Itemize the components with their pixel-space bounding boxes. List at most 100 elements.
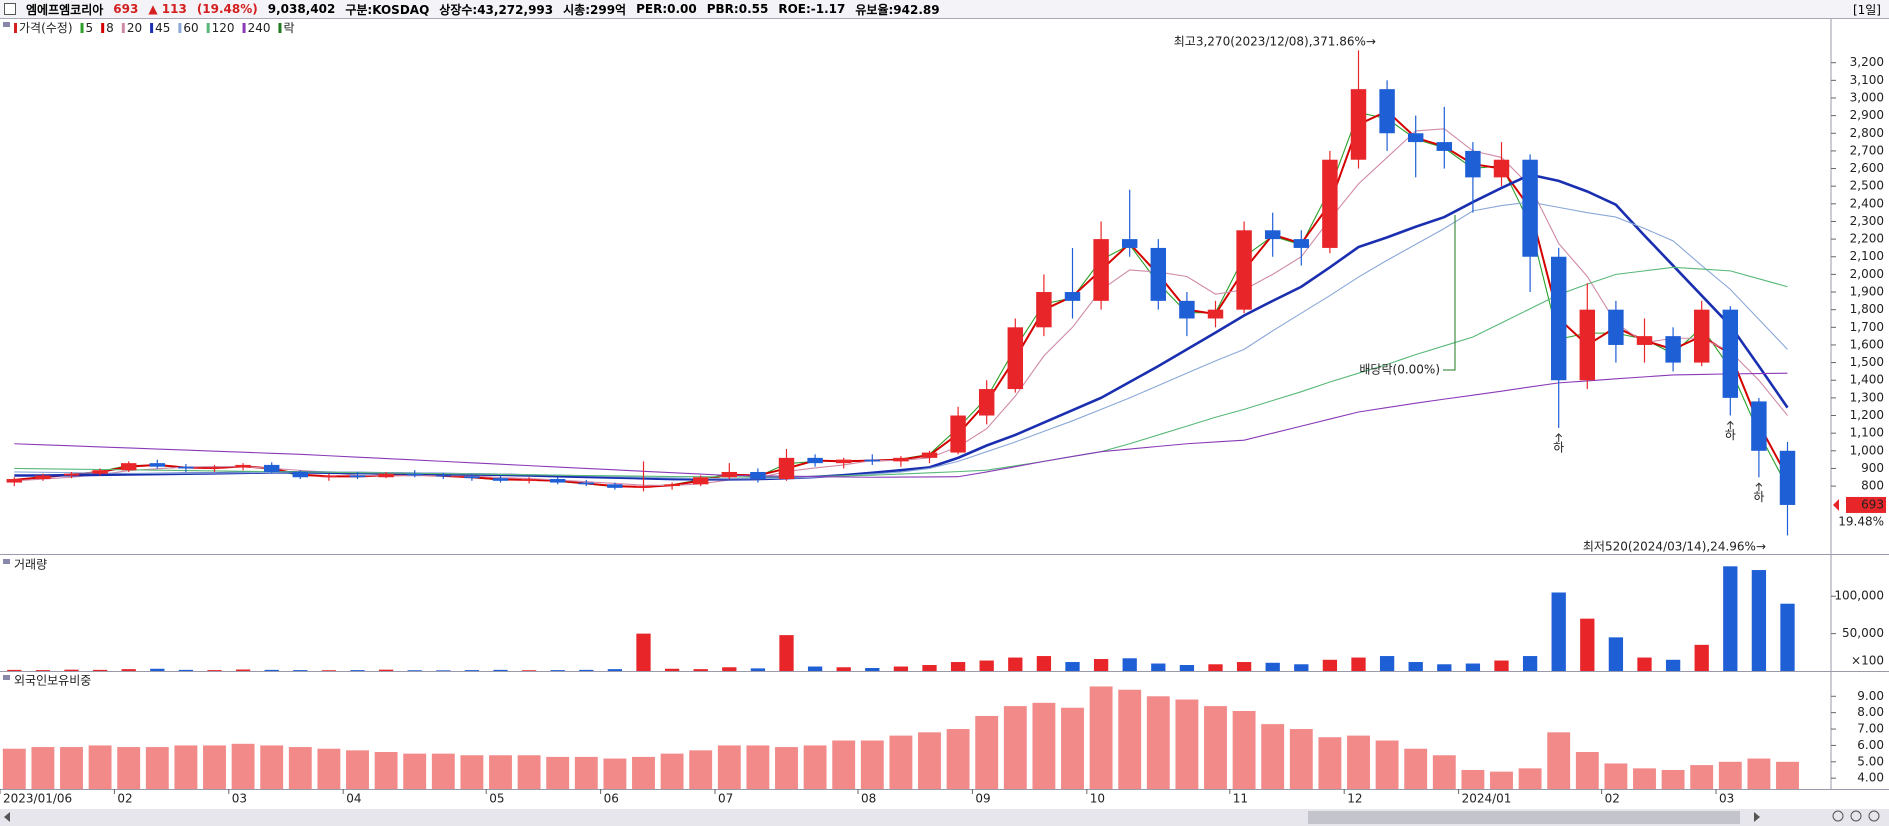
candle-body [1407, 133, 1424, 143]
volume-bar [178, 669, 194, 671]
candle-body [1779, 450, 1796, 505]
y-tick-label: 2,000 [1850, 267, 1884, 281]
ownership-bar [431, 753, 455, 789]
checkbox[interactable] [4, 3, 16, 15]
scroll-right[interactable] [1754, 812, 1760, 822]
volume: 9,038,402 [267, 2, 336, 16]
ownership-bar [574, 756, 598, 789]
volume-bar [493, 669, 508, 671]
volume-bar [321, 670, 337, 671]
candle-body [149, 463, 166, 467]
ownership-bar [546, 756, 570, 789]
ownership-bar [403, 753, 427, 789]
candle-body [92, 470, 108, 474]
x-tick-label: 10 [1090, 792, 1105, 806]
ownership-bar [2, 748, 26, 789]
zoom-icon[interactable] [1832, 810, 1844, 822]
candle-body [721, 471, 738, 478]
ownership-bar [832, 740, 856, 789]
candle-body [1322, 159, 1338, 248]
legend-label: 60 [183, 21, 198, 35]
volume-bar [1093, 659, 1109, 671]
candle-body [1093, 239, 1109, 301]
candle-body [921, 452, 938, 458]
candle-body [1350, 89, 1367, 160]
panel-icon[interactable] [3, 22, 10, 27]
y-tick-label: 1,600 [1850, 337, 1884, 351]
period[interactable]: [1일] [1852, 2, 1881, 17]
candle-body [835, 459, 852, 464]
candle-body [492, 478, 509, 481]
y-tick-label: 6.00 [1857, 738, 1884, 752]
volume-bar [579, 669, 594, 671]
candle-body [1036, 292, 1052, 328]
volume-bar [1294, 664, 1309, 671]
x-tick-label: 08 [861, 792, 876, 806]
y-tick-label: 100,000 [1834, 589, 1884, 603]
per: PER:0.00 [636, 2, 697, 16]
x-tick-label: 12 [1347, 792, 1362, 806]
zoom-icon[interactable] [1850, 810, 1862, 822]
volume-bar [92, 669, 108, 671]
ownership-bar [1261, 724, 1285, 789]
ownership-bar [174, 745, 198, 789]
ownership-bar [288, 747, 312, 789]
ownership-bar [889, 735, 913, 789]
y-tick-label: 1,700 [1850, 320, 1884, 334]
ownership-bar [1404, 748, 1428, 789]
marker-arrow [1755, 482, 1763, 492]
price-tag-label: 693 [1861, 497, 1884, 511]
ownership-bar [717, 745, 741, 789]
panel-icon[interactable] [3, 675, 10, 680]
legend-label: 45 [155, 21, 170, 35]
volume-bar [350, 670, 365, 671]
panel-title: 외국인보유비중 [14, 674, 91, 688]
ownership-bar [1461, 769, 1485, 789]
y-tick-label: 2,100 [1850, 249, 1884, 263]
ownership-bar [946, 729, 970, 789]
ownership-bar [1347, 735, 1370, 789]
candle-body [549, 479, 566, 483]
y-tick-label: 1,800 [1850, 302, 1884, 316]
volume-bar [1351, 657, 1366, 671]
candle-body [1465, 150, 1481, 178]
candle-body [578, 482, 595, 485]
marker-arrow [1726, 420, 1734, 430]
ownership-bar [374, 751, 398, 789]
ownership-bar [1661, 769, 1685, 789]
reserve-ratio: 유보율:942.89 [855, 2, 940, 17]
scroll-left[interactable] [4, 812, 10, 822]
volume-bar [1580, 618, 1595, 671]
candle-body [978, 389, 995, 416]
volume-bar [521, 670, 537, 671]
candle-body [206, 467, 223, 469]
ownership-bar [145, 747, 169, 789]
volume-bar [1179, 665, 1195, 671]
volume-bar [1265, 662, 1280, 671]
zoom-icon[interactable] [1868, 810, 1880, 822]
x-tick-label: 07 [718, 792, 733, 806]
scrollbar-thumb[interactable] [1308, 811, 1740, 824]
ownership-bar [60, 747, 83, 789]
volume-bar [1437, 664, 1452, 671]
volume-bar [121, 669, 136, 671]
volume-bar [264, 669, 279, 671]
ownership-bar [918, 732, 941, 789]
ownership-bar [1146, 696, 1170, 789]
volume-bar [1522, 656, 1538, 671]
limit-down-marker: 하 [1753, 490, 1764, 504]
axis-unit: ×100 [1851, 654, 1884, 668]
ownership-bar [31, 747, 55, 789]
volume-bar [235, 669, 251, 671]
y-tick-label: 4.00 [1857, 771, 1884, 785]
candle-body [750, 471, 766, 480]
candle-body [321, 475, 337, 478]
ownership-bar [1718, 761, 1742, 789]
candle-body [406, 473, 423, 476]
ownership-bar [489, 755, 512, 789]
panel-icon[interactable] [3, 559, 10, 564]
candle-body [120, 463, 137, 471]
ownership-bar [1061, 707, 1084, 789]
limit-down-marker: 하 [1553, 440, 1564, 454]
ownership-bar [660, 753, 684, 789]
